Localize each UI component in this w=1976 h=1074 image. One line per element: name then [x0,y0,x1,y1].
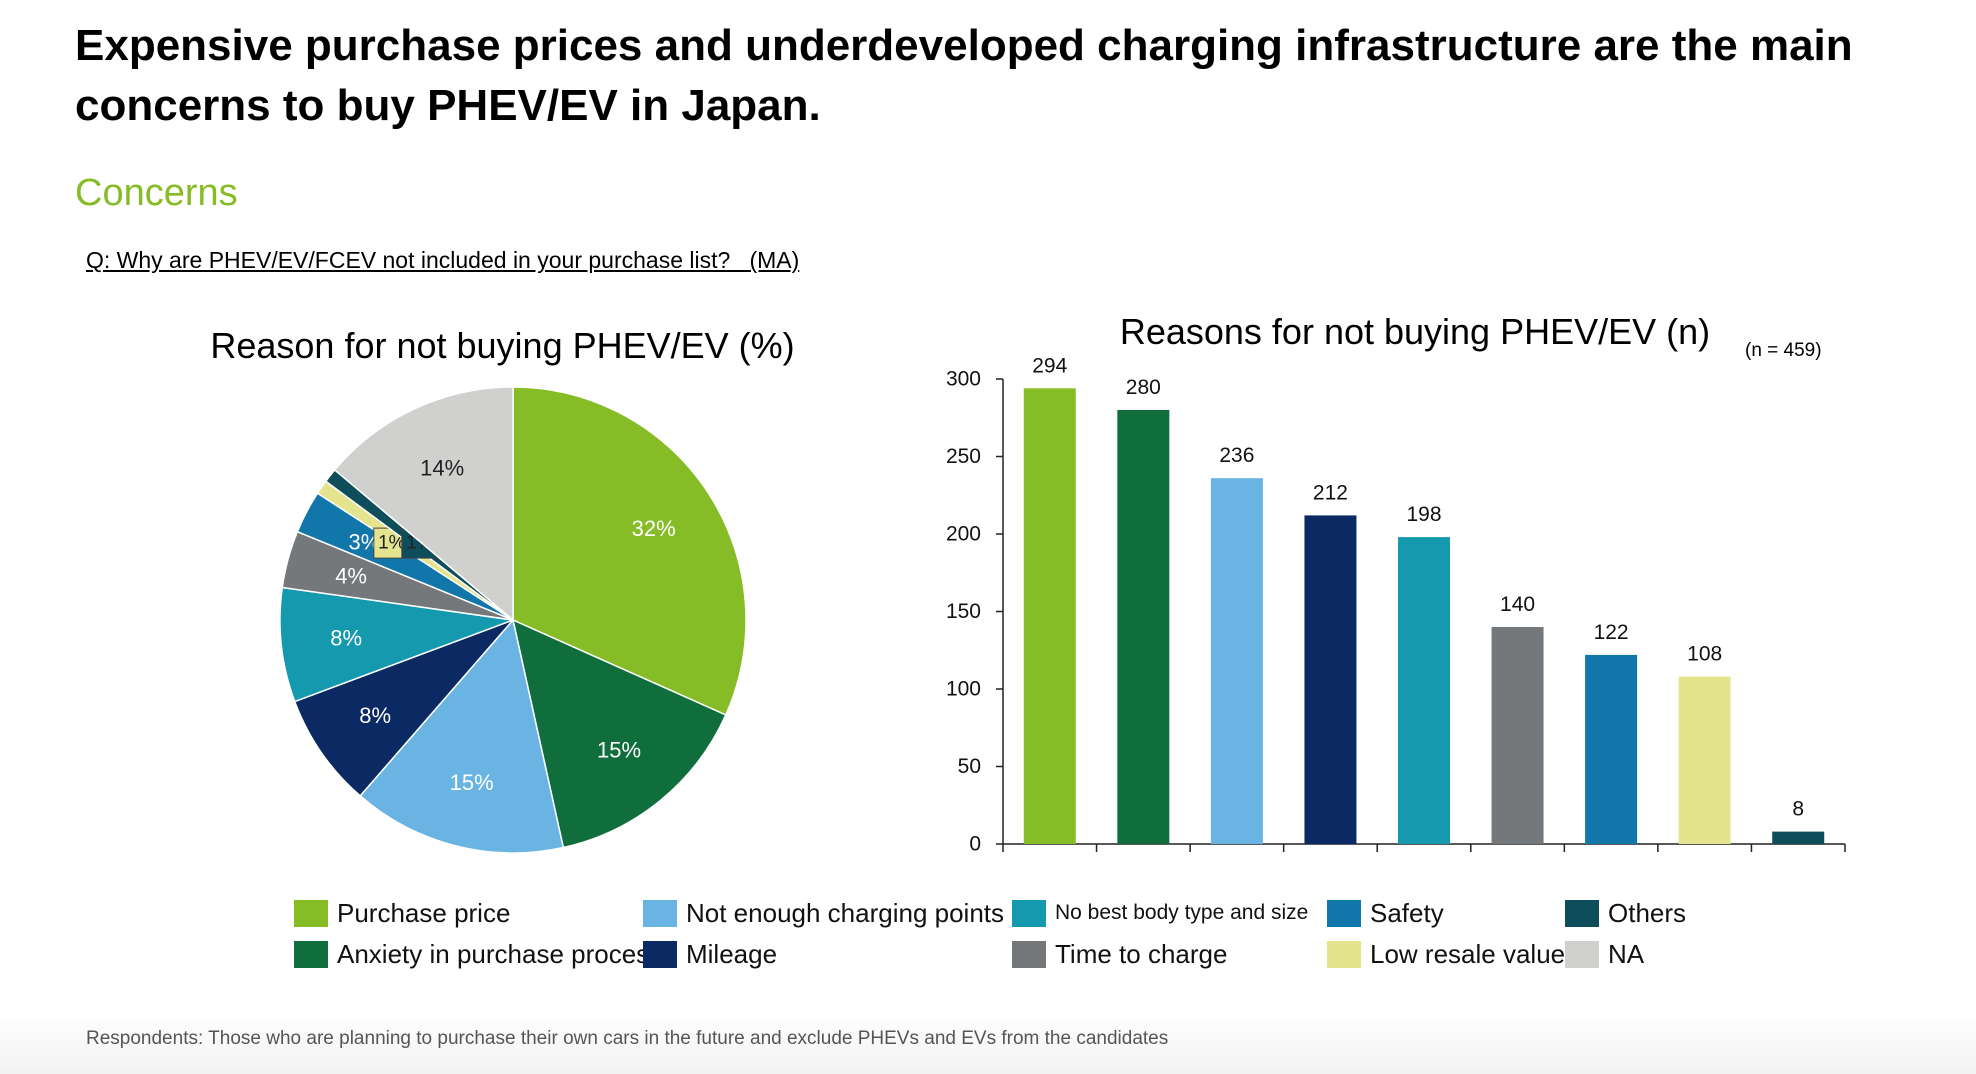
y-tick-label: 50 [958,755,981,778]
bar-no-best-body-type-and-size [1398,537,1450,844]
y-tick-label: 200 [946,523,981,546]
pie-label-not-enough-charging-points: 15% [450,770,494,795]
y-tick-label: 150 [946,600,981,623]
legend-swatch [643,940,677,968]
bar-mileage [1304,515,1357,844]
bar-purchase-price [1023,388,1076,844]
legend-label: Purchase price [337,897,511,928]
legend-item-others: Others [1565,897,1686,929]
footnote: Respondents: Those who are planning to p… [86,1028,1169,1049]
pie-chart-title: Reason for not buying PHEV/EV (%) [210,325,795,366]
bar-value-anxiety-in-purchase-process: 280 [1126,376,1161,399]
y-tick-label: 100 [946,678,981,701]
bar-value-purchase-price: 294 [1032,354,1067,377]
headline: Expensive purchase prices and underdevel… [75,21,1853,130]
legend-item-purchase-price: Purchase price [294,897,510,929]
pie-slice-no-best-body-type-and-size [279,586,514,703]
survey-question: Q: Why are PHEV/EV/FCEV not included in … [86,247,800,273]
legend-label: No best body type and size [1055,901,1309,924]
bar-time-to-charge [1491,627,1544,844]
legend-label: NA [1608,938,1645,969]
bar-value-others: 8 [1792,798,1804,821]
pie-chart: 32%15%15%8%8%4%3%1% 1%14% [279,386,747,854]
legend-label: Not enough charging points [686,897,1005,928]
bar-not-enough-charging-points [1210,478,1263,844]
legend-swatch [294,940,328,968]
legend-swatch [294,899,328,927]
bar-chart-title: Reasons for not buying PHEV/EV (n) [1119,311,1711,352]
pie-label-no-best-body-type-and-size: 8% [330,626,362,651]
section-title: Concerns [75,172,238,214]
legend-swatch [643,899,677,927]
legend-swatch [1012,899,1046,927]
pie-label-na: 14% [420,455,464,480]
legend-swatch [1012,940,1046,968]
bar-low-resale-value [1678,676,1731,844]
bar-chart: 0 50 100 150 200 250 300 294 280 236 212 198 140 122 1… [946,354,1846,856]
bar-value-low-resale-value: 108 [1687,643,1722,666]
legend-item-not-enough-charging-points: Not enough charging points [643,897,1004,929]
bar-value-no-best-body-type-and-size: 198 [1406,503,1441,526]
pie-label-mileage: 8% [359,703,391,728]
pie-label-low-resale-value: 1% [378,533,406,554]
y-tick-label: 300 [946,368,981,391]
legend-swatch [1565,940,1599,968]
legend-label: Time to charge [1055,938,1228,969]
legend-swatch [1327,940,1361,968]
pie-label-anxiety-in-purchase-process: 15% [597,738,641,763]
legend-label: Mileage [686,938,778,969]
legend-item-time-to-charge: Time to charge [1012,938,1227,970]
pie-label-purchase-price: 32% [632,516,676,541]
legend-swatch [1565,899,1599,927]
bar-others [1772,831,1825,844]
legend-item-no-best-body-type-and-size: No best body type and size [1012,897,1308,929]
y-tick-label: 250 [946,445,981,468]
legend-item-safety: Safety [1327,897,1444,929]
bar-value-safety: 122 [1594,621,1629,644]
footer-band [0,1010,1976,1074]
legend-label: Anxiety in purchase process [337,938,663,969]
legend-item-low-resale-value: Low resale value [1327,938,1565,970]
legend-item-mileage: Mileage [643,938,777,970]
legend-label: Low resale value [1370,938,1566,969]
pie-slice-mileage [293,619,514,797]
legend-label: Others [1608,897,1687,928]
bar-safety [1585,654,1638,844]
bar-value-time-to-charge: 140 [1500,593,1535,616]
sample-size-note: (n = 459) [1745,340,1822,361]
legend-swatch [1327,899,1361,927]
legend-item-na: NA [1565,938,1644,970]
y-tick-label: 0 [969,833,981,856]
pie-slice-not-enough-charging-points [359,618,565,854]
legend-item-anxiety-in-purchase-process: Anxiety in purchase process [294,938,662,970]
legend-label: Safety [1370,897,1444,928]
pie-slice-purchase-price [512,386,747,716]
pie-slice-na [333,386,514,622]
pie-slice-anxiety-in-purchase-process [511,618,727,849]
bar-value-not-enough-charging-points: 236 [1219,444,1254,467]
bar-value-mileage: 212 [1313,481,1348,504]
bar-anxiety-in-purchase-process [1117,410,1170,844]
pie-label-time-to-charge: 4% [335,564,367,589]
